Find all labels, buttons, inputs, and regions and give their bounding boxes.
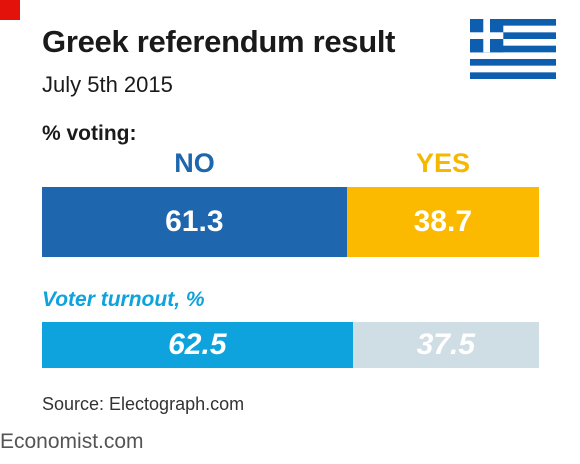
turnout-bar: 62.5 37.5 (42, 322, 539, 368)
vote-bar: 61.3 38.7 (42, 187, 539, 257)
yes-category-label: YES (415, 148, 471, 178)
chart-title: Greek referendum result (42, 24, 396, 59)
greece-flag-icon (470, 19, 556, 79)
flag-stripe (470, 19, 556, 26)
flag-stripe (470, 45, 556, 53)
flag-stripe (470, 72, 556, 79)
no-value-label: 61.3 (165, 205, 224, 238)
vote-chart-title: % voting: (42, 122, 137, 145)
voted-bar-segment: 62.5 (42, 322, 353, 368)
brand-footer: Economist.com (0, 430, 144, 453)
not-voted-value-label: 37.5 (416, 328, 475, 361)
no-category-label: NO (174, 148, 215, 178)
yes-bar-segment: 38.7 (346, 187, 539, 257)
flag-stripe (470, 59, 556, 66)
brand-red-tag (0, 0, 20, 20)
voted-value-label: 62.5 (168, 328, 227, 361)
yes-value-label: 38.7 (413, 205, 473, 238)
flag-stripe (470, 32, 556, 39)
turnout-chart-title: Voter turnout, % (42, 288, 205, 311)
source-note: Source: Electograph.com (42, 394, 245, 414)
not-voted-bar-segment: 37.5 (352, 322, 539, 368)
chart-subtitle: July 5th 2015 (42, 72, 173, 97)
no-bar-segment: 61.3 (42, 187, 347, 257)
